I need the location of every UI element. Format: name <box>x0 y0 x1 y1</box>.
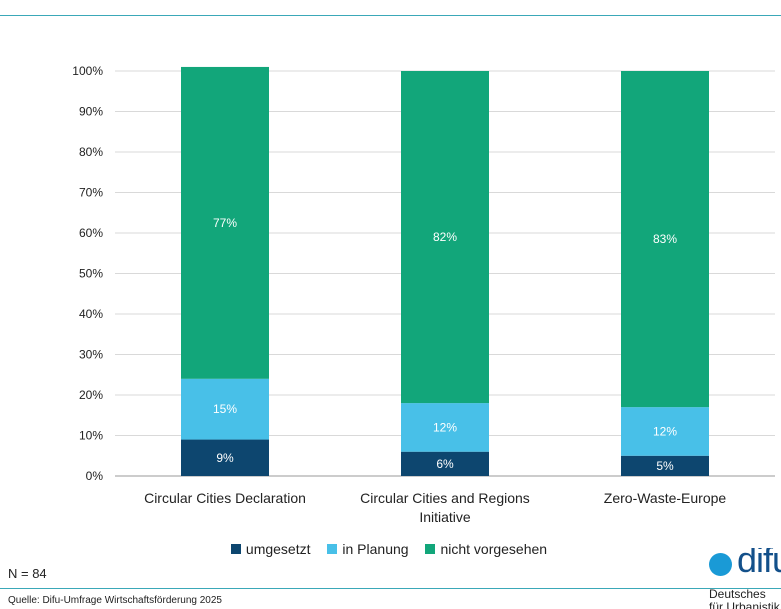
logo-dot-icon <box>709 553 732 576</box>
y-tick-label: 40% <box>79 307 103 321</box>
bar-segment <box>401 403 489 452</box>
bar-segment <box>621 71 709 408</box>
legend-swatch-nicht-vorgesehen <box>425 544 436 554</box>
data-label: 77% <box>213 216 237 230</box>
logo-subtitle-line2: für Urbanistik <box>709 600 780 609</box>
y-tick-label: 10% <box>79 429 103 443</box>
bottom-rule <box>0 588 781 589</box>
bars: 9% 15% 77% 6% 12% 82% 5% 12% 83% <box>181 66 709 476</box>
y-tick-label: 90% <box>79 105 103 119</box>
logo-subtitle-line1: Deutsches <box>709 587 766 601</box>
bar-segment <box>181 378 269 440</box>
logo-wordmark: difu <box>737 548 781 580</box>
data-label: 9% <box>216 451 234 465</box>
x-tick-label: Initiative <box>419 509 471 525</box>
y-tick-label: 30% <box>79 348 103 362</box>
logo-subtitle: Deutsches für Urbanistik <box>709 587 780 609</box>
y-tick-label: 100% <box>72 64 103 78</box>
y-tick-label: 80% <box>79 145 103 159</box>
x-tick-label: Zero-Waste-Europe <box>604 490 727 506</box>
data-label: 15% <box>213 402 237 416</box>
source-note: Quelle: Difu-Umfrage Wirtschaftsförderun… <box>8 595 222 606</box>
legend-swatch-in-planung <box>327 544 338 554</box>
legend: umgesetzt in Planung nicht vorgesehen <box>0 541 781 557</box>
y-tick-label: 50% <box>79 267 103 281</box>
legend-item-umgesetzt: umgesetzt <box>230 541 311 557</box>
bar-segment <box>401 451 489 476</box>
bar-segment <box>181 66 269 379</box>
legend-item-in-planung: in Planung <box>327 541 409 557</box>
data-label: 5% <box>656 459 674 473</box>
y-tick-label: 20% <box>79 388 103 402</box>
legend-label: in Planung <box>342 541 409 557</box>
bar-segment <box>181 439 269 476</box>
top-rule <box>0 15 781 16</box>
y-tick-label: 70% <box>79 186 103 200</box>
data-label: 6% <box>436 457 454 471</box>
x-tick-label: Circular Cities Declaration <box>144 490 306 506</box>
data-label: 82% <box>433 230 457 244</box>
legend-label: nicht vorgesehen <box>440 541 548 557</box>
y-tick-label: 60% <box>79 226 103 240</box>
x-tick-label: Circular Cities and Regions <box>360 490 530 506</box>
data-label: 12% <box>653 424 677 438</box>
legend-swatch-umgesetzt <box>230 544 241 554</box>
y-tick-label: 0% <box>86 469 104 483</box>
bar-segment <box>621 455 709 476</box>
bar-segment <box>621 407 709 456</box>
x-axis: Circular Cities Declaration Circular Citi… <box>144 490 726 525</box>
bar-segment <box>401 71 489 404</box>
stacked-bar-chart: 0% 10% 20% 30% 40% 50% 60% 70% 80% 90% 100% 9% 15% 7… <box>72 64 775 525</box>
data-label: 12% <box>433 420 457 434</box>
difu-logo: difu Deutsches für Urbanistik <box>707 548 781 609</box>
sample-size: N = 84 <box>8 566 47 581</box>
legend-item-nicht-vorgesehen: nicht vorgesehen <box>425 541 547 557</box>
data-label: 83% <box>653 232 677 246</box>
legend-label: umgesetzt <box>245 541 311 557</box>
y-axis: 0% 10% 20% 30% 40% 50% 60% 70% 80% 90% 100% <box>72 64 103 483</box>
